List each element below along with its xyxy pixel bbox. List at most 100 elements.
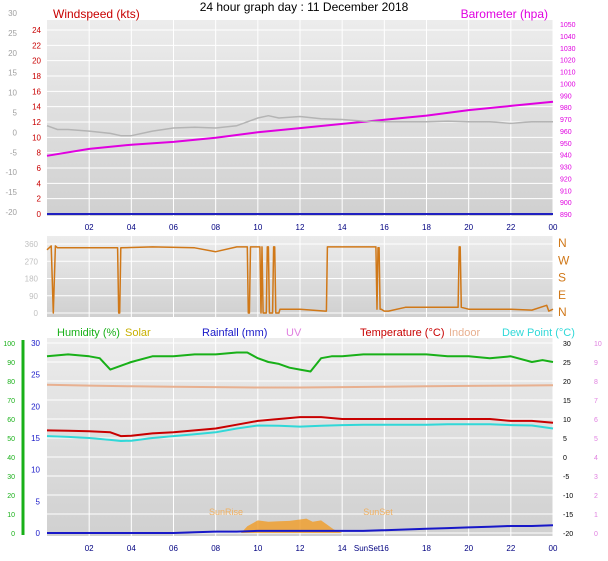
humidity-tick-label: 70 xyxy=(7,398,15,405)
temperature-line xyxy=(46,416,554,438)
grid xyxy=(47,236,554,317)
annotations: SunRise SunSet SunSet xyxy=(209,507,393,553)
sunset-axis-label: SunSet xyxy=(354,544,381,553)
right-ticks: 1050 1040 1030 1020 1010 1000 990 980 970 960 950 9… xyxy=(560,22,576,219)
outer-tick-label: -5 xyxy=(10,148,18,157)
left-tick-label: 24 xyxy=(32,26,41,35)
left-ticks: 30 25 20 15 10 5 0 xyxy=(31,339,40,538)
outer-tick-label: 5 xyxy=(13,109,18,118)
left-tick-label: 0 xyxy=(36,529,41,538)
right-tick-label: 910 xyxy=(560,188,572,195)
x-tick-label: 10 xyxy=(253,544,262,553)
x-tick-label: 16 xyxy=(380,223,389,232)
barometer-line xyxy=(46,100,554,157)
legend-item: Rainfall (mm) xyxy=(202,327,267,339)
humidity-tick-label: 20 xyxy=(7,493,15,500)
chart-title: 24 hour graph day : 11 December 2018 xyxy=(199,0,409,14)
uv-tick-label: 6 xyxy=(594,417,598,424)
x-tick-label: 06 xyxy=(169,223,178,232)
legend-item: Dew Point (°C) xyxy=(502,327,575,339)
outer-tick-label: 0 xyxy=(13,128,18,137)
humidity-tick-label: 40 xyxy=(7,455,15,462)
indoor-line xyxy=(46,383,554,389)
x-tick-label: 12 xyxy=(296,544,305,553)
legend-item: Humidity (%) xyxy=(57,327,120,339)
x-tick-label: 20 xyxy=(464,544,473,553)
temperature-ticks: 30 25 20 15 10 5 0 -5 -10 -15 -20 xyxy=(563,341,573,538)
x-tick-label: 12 xyxy=(296,223,305,232)
temperature-tick-label: -10 xyxy=(563,493,573,500)
left-tick-label: 2 xyxy=(37,195,42,204)
humidity-tick-label: 30 xyxy=(7,474,15,481)
outer-left-ticks: 30 25 20 15 10 5 0 -5 -10 -15 -20 xyxy=(5,9,17,217)
uv-tick-label: 3 xyxy=(594,474,598,481)
right-tick-label: 970 xyxy=(560,117,572,124)
temperature-tick-label: 25 xyxy=(563,360,571,367)
uv-tick-label: 4 xyxy=(594,455,598,462)
temperature-tick-label: 10 xyxy=(563,417,571,424)
left-tick-label: 20 xyxy=(31,402,40,411)
uv-tick-label: 9 xyxy=(594,360,598,367)
uv-tick-label: 5 xyxy=(594,436,598,443)
rainfall-line xyxy=(47,524,554,534)
right-tick-label: 950 xyxy=(560,141,572,148)
left-tick-label: 0 xyxy=(37,210,42,219)
x-tick-label: 04 xyxy=(127,544,136,553)
right-tick-label: 1040 xyxy=(560,34,576,41)
x-tick-labels: 02 04 06 08 10 12 14 16 18 20 22 00 xyxy=(85,544,558,553)
temperature-tick-label: 0 xyxy=(563,455,567,462)
outer-tick-label: 30 xyxy=(8,9,17,18)
left-tick-label: 25 xyxy=(31,371,40,380)
x-tick-label: 14 xyxy=(338,544,347,553)
right-tick-label: 990 xyxy=(560,93,572,100)
temperature-tick-label: 20 xyxy=(563,379,571,386)
left-tick-label: 270 xyxy=(25,257,39,266)
windspeed-line xyxy=(46,114,553,137)
x-tick-label: 18 xyxy=(422,223,431,232)
right-tick-label: 980 xyxy=(560,105,572,112)
left-tick-label: 8 xyxy=(37,149,42,158)
dewpoint-line xyxy=(46,423,554,442)
humidity-tick-label: 60 xyxy=(7,417,15,424)
x-tick-label: 06 xyxy=(169,544,178,553)
right-tick-label: 940 xyxy=(560,153,572,160)
uv-tick-label: 1 xyxy=(594,512,598,519)
uv-tick-label: 10 xyxy=(594,341,602,348)
temperature-tick-label: 15 xyxy=(563,398,571,405)
sunrise-label: SunRise xyxy=(209,507,243,517)
right-tick-label: 1020 xyxy=(560,58,576,65)
x-tick-labels: 02 04 06 08 10 12 14 16 18 20 22 00 xyxy=(85,223,558,232)
humidity-tick-label: 0 xyxy=(11,531,15,538)
left-tick-label: 10 xyxy=(31,466,40,475)
x-tick-label: 02 xyxy=(85,223,94,232)
temperature-tick-label: 5 xyxy=(563,436,567,443)
legend-item: Indoor xyxy=(449,327,481,339)
series-group xyxy=(46,245,554,314)
humidity-line xyxy=(46,351,554,373)
outer-tick-label: -15 xyxy=(5,188,17,197)
left-tick-label: 12 xyxy=(32,118,41,127)
outer-tick-label: 20 xyxy=(8,49,17,58)
left-tick-label: 22 xyxy=(32,41,41,50)
x-tick-label: 20 xyxy=(464,223,473,232)
left-tick-label: 10 xyxy=(32,133,41,142)
right-tick-label: 900 xyxy=(560,200,572,207)
humidity-tick-label: 50 xyxy=(7,436,15,443)
left-tick-label: 5 xyxy=(36,497,41,506)
left-ticks: 360 270 180 90 0 xyxy=(25,240,39,318)
right-tick-label: 920 xyxy=(560,176,572,183)
left-tick-label: 20 xyxy=(32,57,41,66)
right-tick-label: 1050 xyxy=(560,22,576,29)
left-tick-label: 0 xyxy=(34,309,39,318)
left-tick-label: 16 xyxy=(32,87,41,96)
x-tick-label: 08 xyxy=(211,223,220,232)
humidity-tick-label: 10 xyxy=(7,512,15,519)
right-tick-label: 960 xyxy=(560,129,572,136)
compass-label: N xyxy=(558,305,567,319)
outer-tick-label: 10 xyxy=(8,89,17,98)
